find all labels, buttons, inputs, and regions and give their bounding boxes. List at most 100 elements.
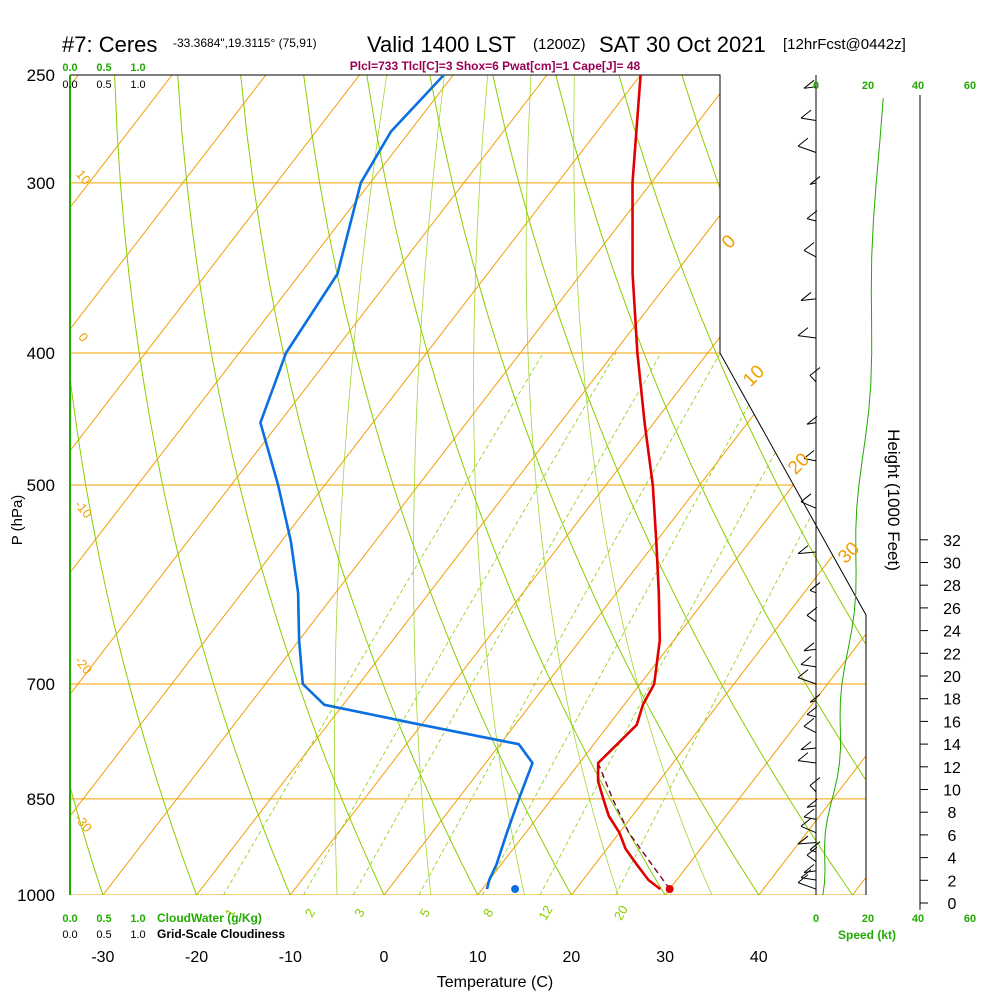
wind-barb-flag [806, 798, 818, 808]
isotherm-line [664, 75, 866, 895]
wind-barb-staff [809, 849, 817, 853]
wind-barb [797, 327, 817, 339]
mixing-ratio-line [418, 352, 721, 895]
moist-adiabat-line [413, 75, 445, 895]
wind-barb-staff [806, 714, 817, 718]
speed-tick-top: 40 [912, 80, 924, 92]
wind-barb-flag [800, 817, 812, 827]
wind-barb-staff [809, 589, 817, 594]
speed-tick-bottom: 60 [964, 913, 976, 925]
height-tick-label: 30 [943, 556, 961, 573]
x-tick-label: 0 [380, 949, 389, 966]
wind-barb-flag [797, 835, 809, 845]
moist-adiabat-line [473, 75, 525, 895]
wind-barb [806, 798, 818, 808]
wind-barb [797, 835, 817, 845]
cloud-tick-top-green: 0.5 [96, 62, 111, 74]
wind-barb-staff [800, 747, 817, 751]
wind-barb [806, 210, 818, 222]
wind-barb-flag [809, 777, 821, 786]
mixing-ratio-line [303, 352, 617, 895]
mixing-ratio-line [482, 352, 779, 895]
cloudiness-label: Grid-Scale Cloudiness [157, 927, 285, 941]
wind-barb [800, 292, 817, 301]
station-coords: -33.3684",19.3115° (75,91) [173, 36, 317, 50]
wind-barb-staff [803, 250, 817, 258]
wind-barb-flag [803, 79, 815, 89]
wind-barb-staff [800, 298, 817, 301]
height-tick-label: 12 [943, 760, 961, 777]
wind-barb [800, 741, 817, 751]
wind-barb [806, 606, 818, 623]
isotherm-line [70, 75, 454, 895]
wind-barb-staff [806, 805, 817, 808]
cloud-tick-bottom-black: 0.5 [96, 929, 111, 941]
x-tick-label: 20 [563, 949, 581, 966]
isotherm-line [70, 75, 267, 895]
wind-barb [800, 817, 817, 834]
wind-barb-flag [803, 450, 815, 459]
surface-dewpoint-dot [511, 885, 520, 894]
station-title: #7: Ceres [62, 32, 157, 57]
wind-barb-flag [797, 874, 809, 884]
wind-barb-flag [806, 706, 818, 715]
height-tick-label: 16 [943, 714, 961, 731]
wind-barb-flag [800, 292, 812, 301]
wind-barb-flag [797, 545, 809, 555]
wind-barb [803, 864, 817, 873]
wind-barb [803, 450, 817, 462]
wind-barb [797, 137, 817, 153]
wind-barb [800, 869, 817, 881]
height-tick-label: 4 [948, 851, 957, 868]
speed-tick-top: 0 [813, 80, 819, 92]
wind-barb [803, 642, 817, 652]
wind-speed-curve [822, 98, 884, 896]
wind-barb-staff [806, 854, 817, 862]
wind-barb [797, 669, 817, 685]
wind-barb-flag [809, 693, 821, 703]
dry-adiabat-line [240, 75, 479, 895]
wind-barb-flag [800, 656, 812, 665]
speed-tick-top: 20 [862, 80, 874, 92]
wind-barb-flag [803, 642, 815, 652]
cloud-tick-bottom-green: 1.0 [130, 913, 145, 925]
wind-barb [797, 545, 817, 555]
wind-barb-staff [803, 816, 817, 820]
cloud-tick-top-green: 1.0 [130, 62, 145, 74]
wind-barb-flag [806, 210, 818, 220]
wind-barb-flag [803, 864, 815, 873]
x-tick-label: 10 [469, 949, 487, 966]
wind-barb-staff [806, 422, 817, 425]
height-tick-label: 26 [943, 601, 961, 618]
wind-barb-staff [806, 614, 817, 623]
dry-adiabat-line [114, 75, 291, 895]
isotherm-line [102, 75, 735, 895]
wind-barb-staff [800, 663, 817, 668]
moist-adiabat-line [573, 75, 713, 895]
cloud-tick-bottom-green: 0.5 [96, 913, 111, 925]
wind-barb [809, 841, 821, 853]
temperature-profile-line [596, 75, 662, 891]
isotherm-line [70, 75, 548, 895]
wind-barb [800, 109, 817, 122]
pressure-tick-label: 1000 [17, 886, 55, 905]
stability-indices: Plcl=733 Tlcl[C]=3 Shox=6 Pwat[cm]=1 Cap… [350, 59, 641, 73]
wind-barb-staff [803, 725, 817, 734]
dry-adiabat-line [429, 75, 760, 895]
x-tick-label: 30 [656, 949, 674, 966]
wind-barb-staff [797, 551, 817, 555]
y-axis-title: P (hPa) [9, 495, 26, 546]
wind-barb-flag [806, 606, 818, 616]
wind-barb-staff [800, 825, 817, 834]
dewpoint-profile-line [259, 75, 534, 890]
wind-barb [809, 176, 821, 185]
x-tick-label: 40 [750, 949, 768, 966]
isotherm-line [383, 75, 866, 895]
cloud-tick-top-black: 0.0 [62, 79, 77, 91]
wind-barb-staff [809, 785, 817, 793]
height-tick-label: 8 [948, 805, 957, 822]
height-tick-label: 20 [943, 669, 961, 686]
speed-tick-bottom: 20 [862, 913, 874, 925]
dry-adiabat-line [366, 75, 666, 895]
